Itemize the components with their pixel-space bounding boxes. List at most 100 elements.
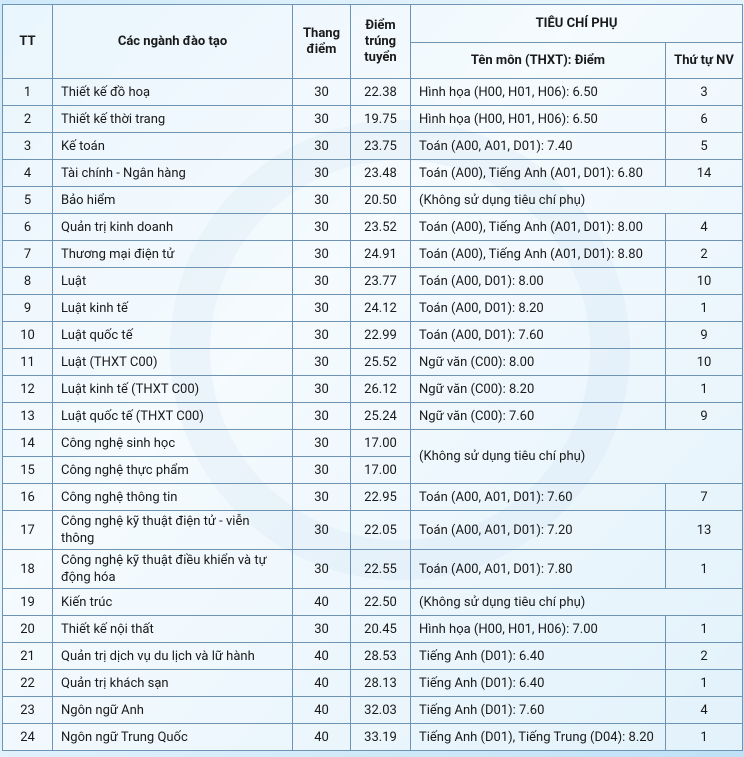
order-cell: 1 [664, 723, 744, 751]
table-row: 17 Công nghệ kỹ thuật điện tử - viễn thôn… [2, 510, 744, 550]
criteria-cell: Ngữ văn (C00): 8.20 [410, 375, 666, 403]
major-cell: Thương mại điện tử [52, 240, 293, 268]
tt-cell: 4 [2, 159, 53, 187]
score-cell: 23.52 [350, 213, 411, 241]
order-cell: 4 [664, 696, 744, 724]
admission-table: TT Các ngành đào tạo Thang điểm Điểm trú… [2, 4, 744, 751]
criteria-cell: Tiếng Anh (D01), Tiếng Trung (D04): 8.20 [410, 723, 666, 751]
order-cell: 9 [664, 321, 744, 349]
major-cell: Ngôn ngữ Anh [52, 696, 293, 724]
table-row: 7 Thương mại điện tử 30 24.91 Toán (A00), Ti… [2, 240, 744, 268]
order-cell: 10 [664, 348, 744, 376]
table-row: 6 Quản trị kinh doanh 30 23.52 Toán (A00), T… [2, 213, 744, 241]
order-cell: 10 [664, 267, 744, 295]
scale-cell: 30 [292, 321, 351, 349]
major-cell: Công nghệ thông tin [52, 483, 293, 511]
table-row: 14 Công nghệ sinh học 30 17.00 (Không sử dụn… [2, 429, 744, 484]
criteria-cell: Toán (A00, A01, D01): 7.60 [410, 483, 666, 511]
criteria-cell: Toán (A00, A01, D01): 7.80 [410, 549, 666, 589]
header-score: Điểm trúng tuyển [350, 4, 411, 79]
tt-cell: 15 [2, 456, 53, 484]
major-cell: Luật quốc tế [52, 321, 293, 349]
tt-cell: 24 [2, 723, 53, 751]
score-cell: 22.38 [350, 78, 411, 106]
criteria-cell: (Không sử dụng tiêu chí phụ) [409, 186, 744, 214]
tt-cell: 23 [2, 696, 53, 724]
scale-cell: 30 [292, 615, 351, 643]
tt-cell: 16 [2, 483, 53, 511]
major-cell: Luật (THXT C00) [52, 348, 293, 376]
criteria-cell: Hình họa (H00, H01, H06): 6.50 [410, 78, 666, 106]
order-cell: 14 [664, 159, 744, 187]
table-row: 3 Kế toán 30 23.75 Toán (A00, A01, D01): 7.4… [2, 132, 744, 160]
table-row: 11 Luật (THXT C00) 30 25.52 Ngữ văn (C00): 8… [2, 348, 744, 376]
tt-cell: 2 [2, 105, 53, 133]
tt-cell: 22 [2, 669, 53, 697]
header-tt: TT [2, 4, 53, 79]
scale-cell: 30 [292, 294, 351, 322]
order-cell: 5 [664, 132, 744, 160]
table-row: 4 Tài chính - Ngân hàng 30 23.48 Toán (A00),… [2, 159, 744, 187]
major-cell: Tài chính - Ngân hàng [52, 159, 293, 187]
table-row: 2 Thiết kế thời trang 30 19.75 Hình họa (H00… [2, 105, 744, 133]
scale-cell: 40 [292, 669, 351, 697]
scale-cell: 30 [292, 186, 351, 214]
order-cell: 1 [664, 549, 744, 589]
score-cell: 23.75 [350, 132, 411, 160]
header-order: Thứ tự NV [664, 42, 744, 79]
major-cell: Quản trị dịch vụ du lịch và lữ hành [52, 642, 293, 670]
scale-cell: 30 [292, 510, 351, 550]
tt-cell: 14 [2, 429, 53, 457]
tt-cell: 13 [2, 402, 53, 430]
table-row: 1 Thiết kế đồ hoạ 30 22.38 Hình họa (H00, H0… [2, 78, 744, 106]
scale-cell: 30 [292, 240, 351, 268]
scale-cell: 40 [292, 642, 351, 670]
scale-cell: 30 [292, 213, 351, 241]
table-row: 23 Ngôn ngữ Anh 40 32.03 Tiếng Anh (D01): 7.… [2, 696, 744, 724]
score-cell: 23.48 [350, 159, 411, 187]
criteria-cell: Tiếng Anh (D01): 6.40 [410, 642, 666, 670]
score-cell: 25.24 [350, 402, 411, 430]
score-cell: 28.53 [350, 642, 411, 670]
major-cell: Luật quốc tế (THXT C00) [52, 402, 293, 430]
scale-cell: 30 [292, 375, 351, 403]
scale-cell: 30 [292, 483, 351, 511]
criteria-cell: (Không sử dụng tiêu chí phụ) [409, 588, 744, 616]
score-cell: 22.55 [350, 549, 411, 589]
major-cell: Bảo hiểm [52, 186, 293, 214]
score-cell: 32.03 [350, 696, 411, 724]
scale-cell: 30 [292, 132, 351, 160]
table-row: 16 Công nghệ thông tin 30 22.95 Toán (A00, A… [2, 483, 744, 511]
score-cell: 28.13 [350, 669, 411, 697]
scale-cell: 30 [292, 159, 351, 187]
score-cell: 26.12 [350, 375, 411, 403]
score-cell: 20.50 [350, 186, 411, 214]
table-body: 1 Thiết kế đồ hoạ 30 22.38 Hình họa (H00, H0… [2, 78, 744, 751]
table-row: 12 Luật kinh tế (THXT C00) 30 26.12 Ngữ văn … [2, 375, 744, 403]
header-criteria: Tên môn (THXT): Điểm [410, 42, 666, 79]
major-cell: Công nghệ kỹ thuật điều khiển và tự động… [52, 549, 293, 589]
tt-cell: 12 [2, 375, 53, 403]
major-cell: Quản trị khách sạn [52, 669, 293, 697]
criteria-cell: Tiếng Anh (D01): 6.40 [410, 669, 666, 697]
tt-cell: 21 [2, 642, 53, 670]
tt-cell: 10 [2, 321, 53, 349]
major-cell: Ngôn ngữ Trung Quốc [52, 723, 293, 751]
table-row: 21 Quản trị dịch vụ du lịch và lữ hành 40 2… [2, 642, 744, 670]
tt-cell: 1 [2, 78, 53, 106]
header-scale: Thang điểm [292, 4, 351, 79]
table-row: 22 Quản trị khách sạn 40 28.13 Tiếng Anh (D0… [2, 669, 744, 697]
criteria-cell: Toán (A00), Tiếng Anh (A01, D01): 8.00 [410, 213, 666, 241]
scale-cell: 30 [292, 456, 351, 484]
criteria-cell: Tiếng Anh (D01): 7.60 [410, 696, 666, 724]
scale-cell: 40 [292, 723, 351, 751]
order-cell: 2 [664, 240, 744, 268]
table-row: 20 Thiết kế nội thất 30 20.45 Hình họa (H00,… [2, 615, 744, 643]
score-cell: 23.77 [350, 267, 411, 295]
table-row: 18 Công nghệ kỹ thuật điều khiển và tự độ… [2, 549, 744, 589]
table-row: 9 Luật kinh tế 30 24.12 Toán (A00, D01): 8.2… [2, 294, 744, 322]
major-cell: Thiết kế nội thất [52, 615, 293, 643]
score-cell: 25.52 [350, 348, 411, 376]
major-cell: Thiết kế đồ hoạ [52, 78, 293, 106]
scale-cell: 30 [292, 78, 351, 106]
